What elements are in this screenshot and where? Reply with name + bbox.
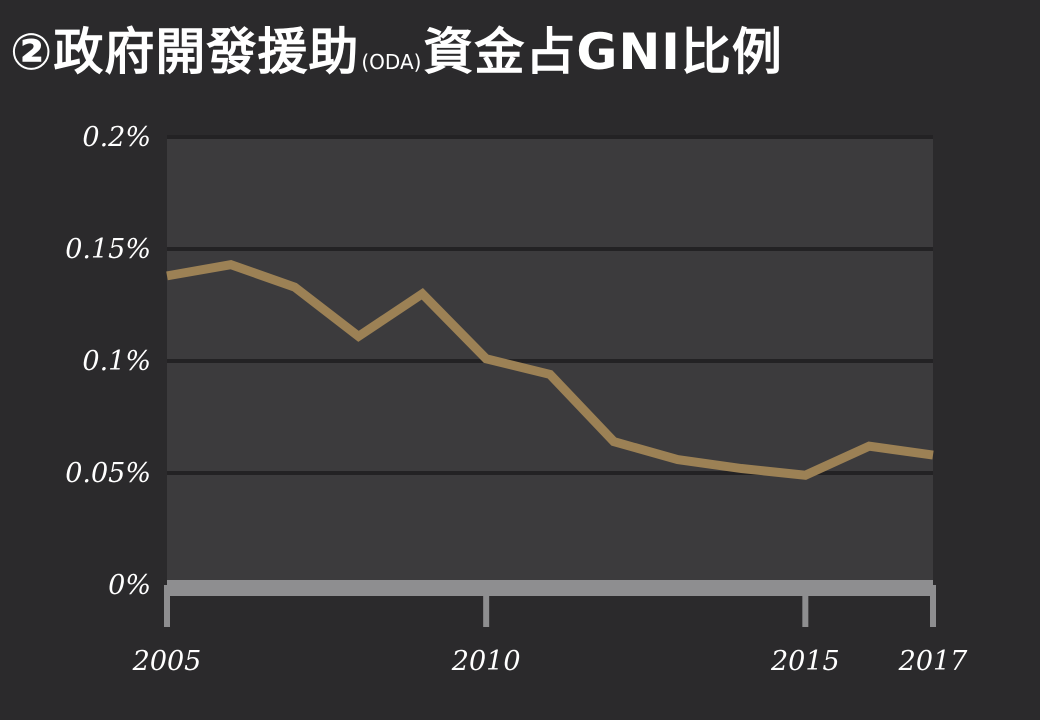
y-tick-label: 0.15% — [65, 234, 151, 265]
y-tick-label: 0.1% — [82, 346, 151, 377]
x-tick — [802, 585, 809, 627]
y-tick-label: 0.2% — [82, 122, 151, 153]
y-tick-label: 0% — [108, 570, 151, 601]
x-tick-label: 2005 — [132, 646, 202, 677]
y-tick-label: 0.05% — [65, 458, 151, 489]
x-tick — [483, 585, 490, 627]
x-tick — [930, 585, 936, 627]
x-tick-label: 2010 — [451, 646, 521, 677]
x-axis-line — [167, 580, 933, 596]
chart-title-abbr: (ODA) — [361, 50, 422, 74]
x-tick — [164, 585, 170, 627]
chart-title-suffix: 資金占GNI比例 — [423, 23, 783, 81]
chart-title: ②政府開發援助 (ODA) 資金占GNI比例 — [10, 12, 783, 82]
x-tick-label: 2015 — [770, 646, 840, 677]
chart-title-prefix: ②政府開發援助 — [10, 23, 360, 81]
x-tick-label: 2017 — [898, 646, 969, 677]
